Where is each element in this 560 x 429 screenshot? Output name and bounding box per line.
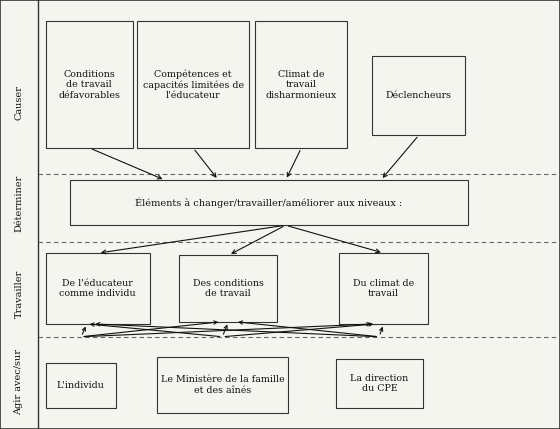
Bar — [157, 357, 288, 413]
Text: Compétences et
capacités limitées de
l'éducateur: Compétences et capacités limitées de l'é… — [143, 69, 244, 100]
Text: Travailler: Travailler — [15, 270, 24, 318]
Text: Déterminer: Déterminer — [15, 175, 24, 233]
Bar — [339, 253, 428, 324]
Bar — [46, 253, 150, 324]
Bar — [336, 359, 423, 408]
Text: L'individu: L'individu — [57, 381, 105, 390]
Text: La direction
du CPE: La direction du CPE — [350, 374, 409, 393]
Text: Des conditions
de travail: Des conditions de travail — [193, 279, 264, 298]
Text: De l'éducateur
comme individu: De l'éducateur comme individu — [59, 279, 136, 298]
Bar — [179, 255, 277, 322]
Bar — [137, 21, 249, 148]
Bar — [70, 180, 468, 225]
Text: Du climat de
travail: Du climat de travail — [353, 279, 414, 298]
Text: Éléments à changer/travailler/améliorer aux niveaux :: Éléments à changer/travailler/améliorer … — [135, 197, 403, 208]
Text: Conditions
de travail
défavorables: Conditions de travail défavorables — [58, 70, 120, 100]
Text: Déclencheurs: Déclencheurs — [386, 91, 451, 100]
Bar — [255, 21, 347, 148]
Text: Causer: Causer — [15, 85, 24, 121]
Bar — [46, 363, 116, 408]
Text: Le Ministère de la famille
et des aînés: Le Ministère de la famille et des aînés — [161, 375, 284, 395]
Text: Agir avec/sur: Agir avec/sur — [15, 349, 24, 415]
Bar — [46, 21, 133, 148]
Text: Climat de
travail
disharmonieux: Climat de travail disharmonieux — [265, 70, 337, 100]
Bar — [372, 56, 465, 135]
